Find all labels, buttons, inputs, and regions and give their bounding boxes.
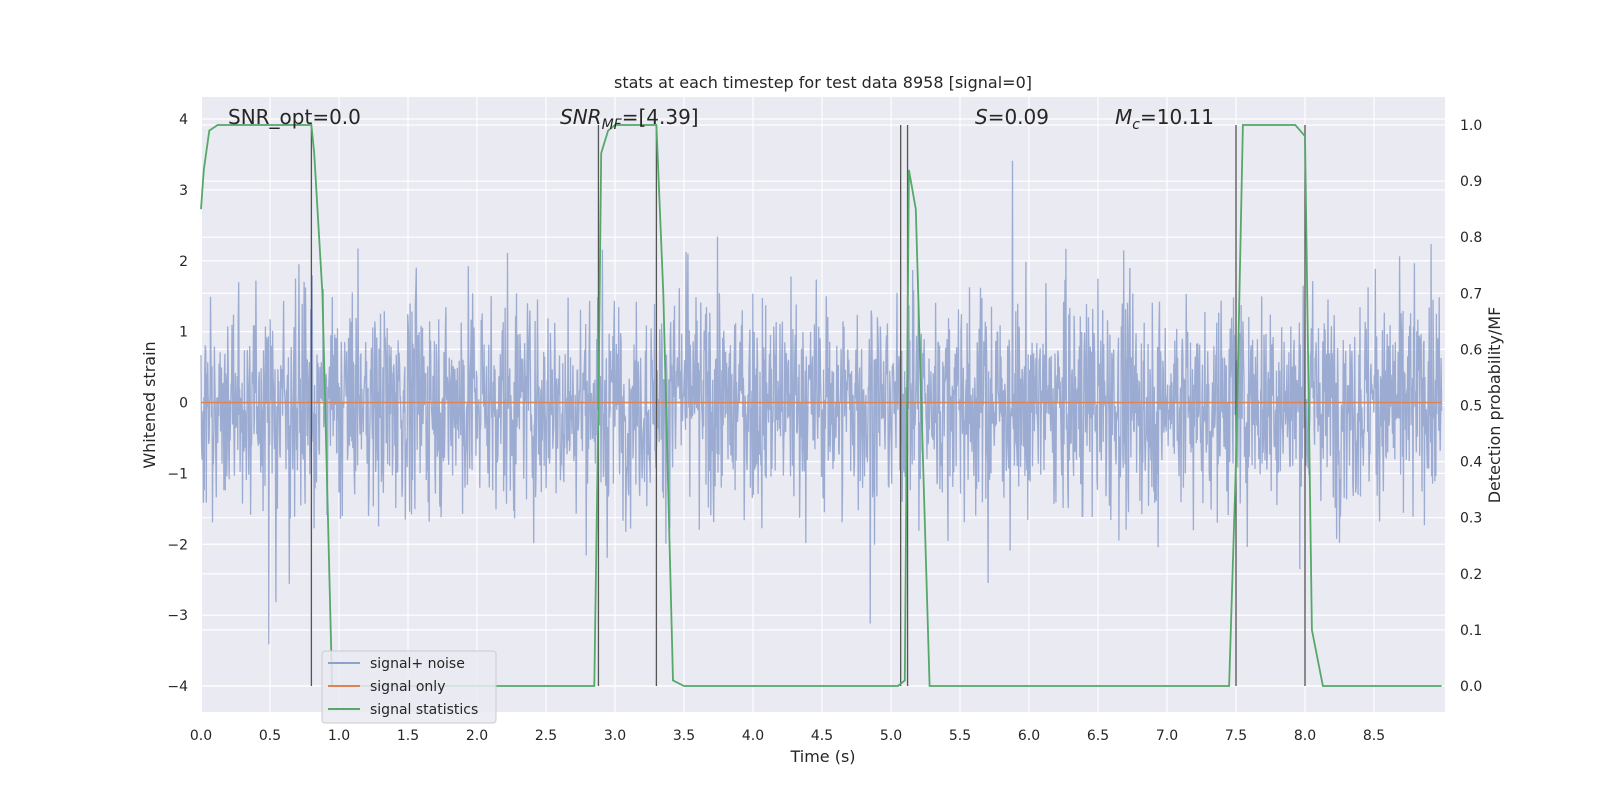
noise-series [200,160,1443,645]
grid-lines [200,97,1445,712]
mc-annotation: Mc=10.11 [1115,105,1214,133]
y-right-tick-label: 0.4 [1460,455,1482,471]
y-left-tick-labels: 4 3 2 1 0 −1 −2 −3 −4 [167,112,188,695]
y-left-tick-label: 2 [179,254,188,270]
y-left-tick-label: −4 [167,679,188,695]
y-right-tick-label: 0.6 [1460,342,1482,358]
snr-mf-main: SNR [560,105,602,129]
snr-mf-annotation: SNRMF=[4.39] [560,105,699,133]
legend-label-signal: signal only [370,679,445,695]
y-right-tick-label: 0.9 [1460,174,1482,190]
y-right-tick-labels: 1.0 0.9 0.8 0.7 0.6 0.5 0.4 0.3 0.2 0.1 0.0 [1460,118,1482,695]
x-tick-label: 6.5 [1087,728,1109,744]
y-right-tick-label: 0.0 [1460,679,1482,695]
y-left-axis-label: Whitened strain [140,341,159,468]
legend: signal+ noise signal only signal statist… [321,650,497,724]
mc-sub: c [1132,117,1140,133]
x-tick-label: 4.0 [742,728,764,744]
y-right-tick-label: 0.3 [1460,511,1482,527]
x-tick-label: 7.5 [1225,728,1247,744]
x-tick-label: 6.0 [1018,728,1040,744]
y-right-tick-label: 0.7 [1460,286,1482,302]
y-left-tick-label: 4 [179,112,188,128]
y-right-tick-label: 0.1 [1460,623,1482,639]
x-tick-label: 8.5 [1363,728,1385,744]
s-value: =0.09 [988,105,1049,129]
y-left-tick-label: −2 [167,537,188,553]
chart-title: stats at each timestep for test data 895… [614,73,1032,92]
legend-box [321,650,497,724]
snr-mf-value: =[4.39] [622,105,699,129]
noise-trace [200,160,1443,645]
x-tick-label: 3.0 [604,728,626,744]
x-axis-label: Time (s) [789,747,855,766]
y-left-tick-label: 0 [179,396,188,412]
s-main: S [975,105,988,129]
x-tick-label: 1.0 [328,728,350,744]
x-tick-label: 2.0 [466,728,488,744]
y-left-tick-label: −3 [167,608,188,624]
snr-mf-sub: MF [602,117,623,133]
y-left-tick-label: −1 [167,466,188,482]
x-tick-labels: 0.0 0.5 1.0 1.5 2.0 2.5 3.0 3.5 4.0 4.5 5.0 5.5 6.0 6… [190,728,1385,744]
x-tick-label: 2.5 [535,728,557,744]
y-right-axis-label: Detection probability/MF [1485,307,1504,504]
statistics-series [200,124,1442,687]
legend-label-noise: signal+ noise [370,656,465,672]
y-right-tick-label: 1.0 [1460,118,1482,134]
x-tick-label: 5.0 [880,728,902,744]
y-right-tick-label: 0.8 [1460,230,1482,246]
y-right-tick-label: 0.2 [1460,567,1482,583]
s-annotation: S=0.09 [975,105,1049,129]
x-tick-label: 4.5 [811,728,833,744]
y-right-tick-label: 0.5 [1460,399,1482,415]
legend-label-statistics: signal statistics [370,702,478,718]
mc-main: M [1115,105,1132,129]
x-tick-label: 3.5 [673,728,695,744]
x-tick-label: 0.5 [259,728,281,744]
mc-value: =10.11 [1140,105,1214,129]
x-tick-label: 7.0 [1156,728,1178,744]
statistics-line [200,124,1442,687]
y-left-tick-label: 1 [179,325,188,341]
x-tick-label: 5.5 [949,728,971,744]
x-tick-label: 0.0 [190,728,212,744]
y-left-tick-label: 3 [179,183,188,199]
x-tick-label: 1.5 [397,728,419,744]
snr-opt-annotation: SNR_opt=0.0 [228,105,361,129]
x-tick-label: 8.0 [1294,728,1316,744]
